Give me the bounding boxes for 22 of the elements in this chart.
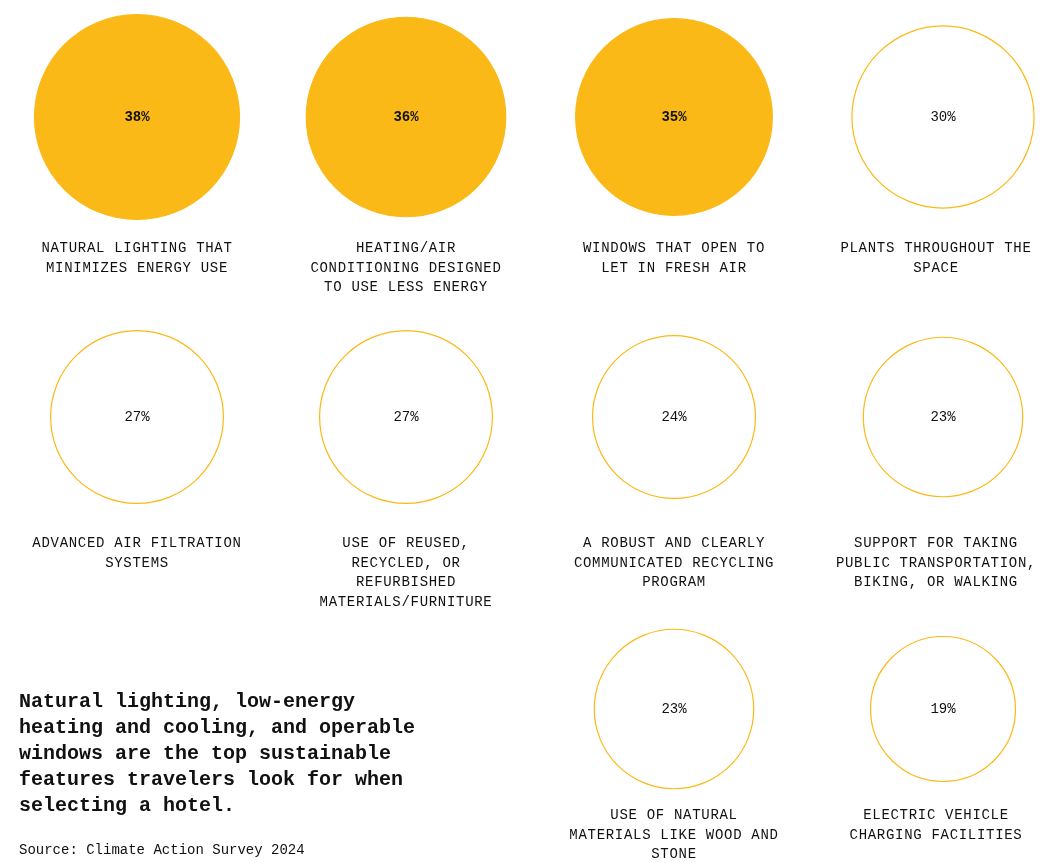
category-label: A ROBUST AND CLEARLY COMMUNICATED RECYCLING PROGRAM bbox=[572, 534, 776, 592]
source-note: Source: Climate Action Survey 2024 bbox=[19, 842, 305, 858]
data-label: 27% bbox=[393, 408, 420, 425]
data-label: 36% bbox=[393, 108, 420, 125]
category-label: USE OF NATURAL MATERIALS LIKE WOOD AND STONE bbox=[568, 806, 780, 863]
category-label: SUPPORT FOR TAKING PUBLIC TRANSPORTATION, BIKING, OR WALKING bbox=[834, 534, 1038, 592]
data-label: 30% bbox=[930, 108, 957, 125]
category-label: PLANTS THROUGHOUT THE SPACE bbox=[839, 239, 1033, 278]
text: Natural lighting, low-energy heating and cooling, and operable windows are the top sustainable features travelers look for when selecting a hotel. bbox=[19, 689, 417, 819]
data-label: 35% bbox=[661, 108, 688, 125]
category-label: USE OF REUSED, RECYCLED, OR REFURBISHED MATERIALS/FURNITURE bbox=[318, 534, 494, 612]
category-label: NATURAL LIGHTING THAT MINIMIZES ENERGY USE bbox=[40, 239, 234, 278]
category-label: ADVANCED AIR FILTRATION SYSTEMS bbox=[31, 534, 243, 573]
category-label: WINDOWS THAT OPEN TO LET IN FRESH AIR bbox=[582, 239, 766, 278]
data-label: 24% bbox=[661, 408, 688, 425]
category-label: HEATING/AIR CONDITIONING DESIGNED TO USE LESS ENERGY bbox=[309, 239, 503, 297]
data-label: 23% bbox=[930, 408, 957, 425]
data-label: 23% bbox=[661, 700, 688, 717]
category-label: ELECTRIC VEHICLE CHARGING FACILITIES bbox=[848, 806, 1024, 845]
data-label: 19% bbox=[930, 700, 957, 717]
data-label: 38% bbox=[124, 108, 151, 125]
data-label: 27% bbox=[124, 408, 151, 425]
